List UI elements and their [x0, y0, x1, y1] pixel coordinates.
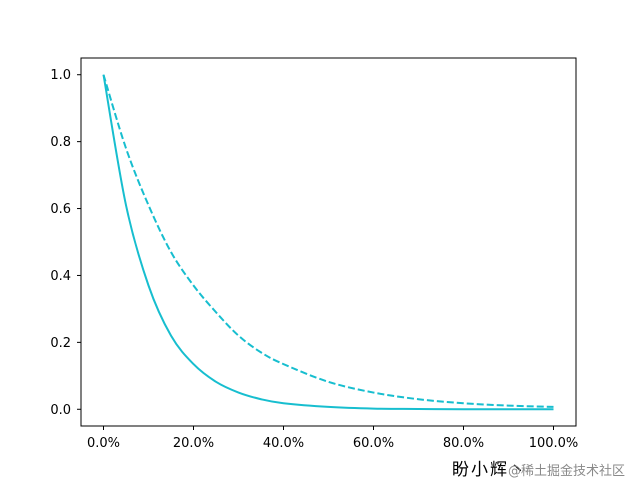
y-tick-label: 0.2 — [50, 336, 71, 351]
series-layer — [102, 74, 554, 411]
y-tick-label: 0.6 — [50, 202, 71, 217]
axes-layer: 0.0% 20.0% 40.0% 60.0% 80.0% 100.0% 0.0 0.2 0.4 0… — [50, 57, 579, 451]
watermark-author: 盼小辉丶 — [452, 460, 528, 480]
watermark-site: @稀土掘金技术社区 — [508, 464, 626, 479]
x-tick-label: 20.0% — [173, 436, 214, 451]
x-tick-label: 60.0% — [353, 436, 394, 451]
y-tick-label: 1.0 — [50, 68, 71, 83]
x-tick-label: 0.0% — [87, 436, 120, 451]
series-line-dashed — [102, 74, 554, 408]
plot-frame — [80, 57, 577, 427]
y-tick-label: 0.8 — [50, 135, 71, 150]
x-tick-label: 100.0% — [529, 436, 579, 451]
y-tick-label: 0.4 — [50, 269, 71, 284]
series-line-solid — [102, 74, 554, 411]
x-tick-label: 80.0% — [443, 436, 484, 451]
x-tick-label: 40.0% — [263, 436, 304, 451]
y-tick-label: 0.0 — [50, 403, 71, 418]
